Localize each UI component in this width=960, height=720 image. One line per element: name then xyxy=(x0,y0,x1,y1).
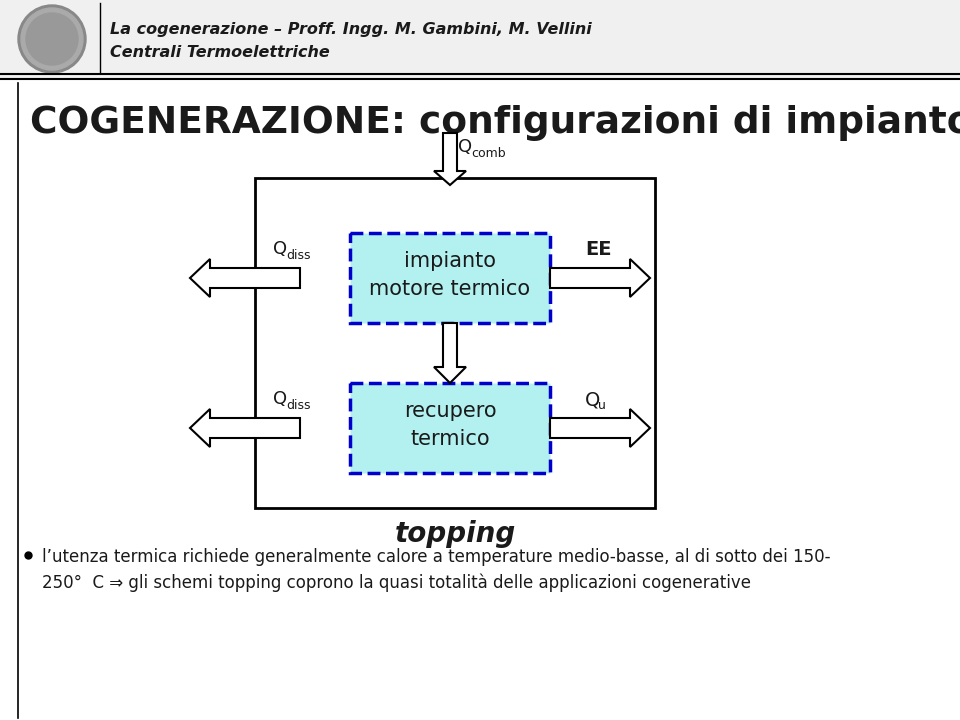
Text: Centrali Termoelettriche: Centrali Termoelettriche xyxy=(110,45,329,60)
Text: La cogenerazione – Proff. Ingg. M. Gambini, M. Vellini: La cogenerazione – Proff. Ingg. M. Gambi… xyxy=(110,22,591,37)
Text: topping: topping xyxy=(395,520,516,548)
Circle shape xyxy=(21,8,83,70)
Polygon shape xyxy=(434,323,466,383)
Text: diss: diss xyxy=(286,249,310,262)
Text: Q: Q xyxy=(585,390,600,409)
Text: motore termico: motore termico xyxy=(370,279,531,299)
Text: COGENERAZIONE: configurazioni di impianto: COGENERAZIONE: configurazioni di impiant… xyxy=(30,105,960,141)
Polygon shape xyxy=(550,409,650,447)
Bar xyxy=(255,178,655,508)
Text: l’utenza termica richiede generalmente calore a temperature medio-basse, al di s: l’utenza termica richiede generalmente c… xyxy=(42,548,830,566)
Text: Q: Q xyxy=(273,240,287,258)
Text: u: u xyxy=(598,399,606,412)
Text: impianto: impianto xyxy=(404,251,496,271)
Circle shape xyxy=(26,13,78,65)
Text: Q: Q xyxy=(273,390,287,408)
Circle shape xyxy=(18,5,86,73)
FancyBboxPatch shape xyxy=(350,233,550,323)
Text: Q: Q xyxy=(458,138,472,156)
Text: diss: diss xyxy=(286,399,310,412)
Text: 250°  C ⇒ gli schemi topping coprono la quasi totalità delle applicazioni cogene: 250° C ⇒ gli schemi topping coprono la q… xyxy=(42,574,751,593)
FancyBboxPatch shape xyxy=(350,383,550,473)
Bar xyxy=(0,0,960,78)
Polygon shape xyxy=(190,409,300,447)
Text: termico: termico xyxy=(410,429,490,449)
Text: comb: comb xyxy=(471,147,506,160)
Polygon shape xyxy=(190,259,300,297)
Polygon shape xyxy=(550,259,650,297)
Polygon shape xyxy=(434,133,466,185)
Text: EE: EE xyxy=(585,240,612,259)
Text: recupero: recupero xyxy=(404,401,496,421)
